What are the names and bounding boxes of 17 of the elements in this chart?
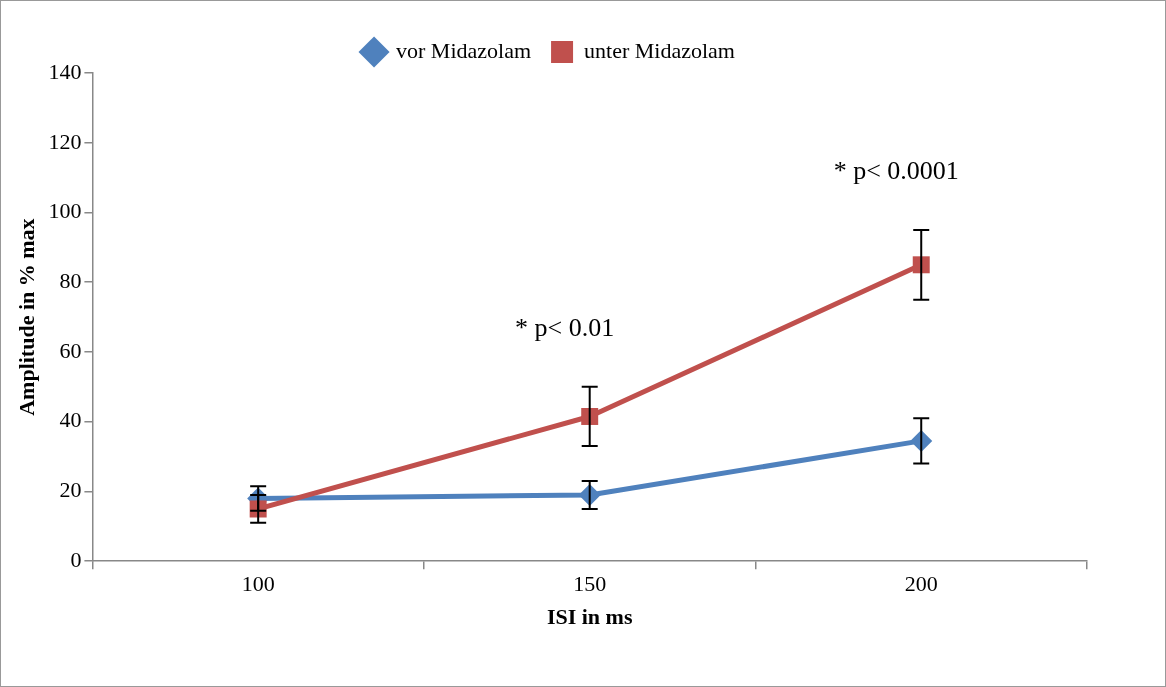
y-tick-label: 100 [48, 198, 82, 224]
y-tick-label: 40 [59, 407, 82, 433]
legend-label: vor Midazolam [396, 37, 532, 63]
x-axis-title: ISI in ms [546, 604, 633, 630]
x-tick-label: 150 [573, 571, 607, 597]
y-tick-label: 120 [48, 128, 82, 154]
y-tick-label: 80 [59, 268, 82, 294]
x-tick-label: 200 [904, 571, 938, 597]
legend-label: unter Midazolam [584, 37, 735, 63]
y-tick-label: 60 [59, 337, 82, 363]
y-tick-label: 140 [48, 58, 82, 84]
x-tick-label: 100 [241, 571, 275, 597]
y-tick-label: 20 [59, 477, 82, 503]
y-tick-label: 0 [70, 546, 82, 572]
annotation: * p< 0.0001 [833, 155, 959, 185]
y-axis-title: Amplitude in % max [13, 218, 39, 416]
annotation: * p< 0.01 [515, 312, 615, 342]
